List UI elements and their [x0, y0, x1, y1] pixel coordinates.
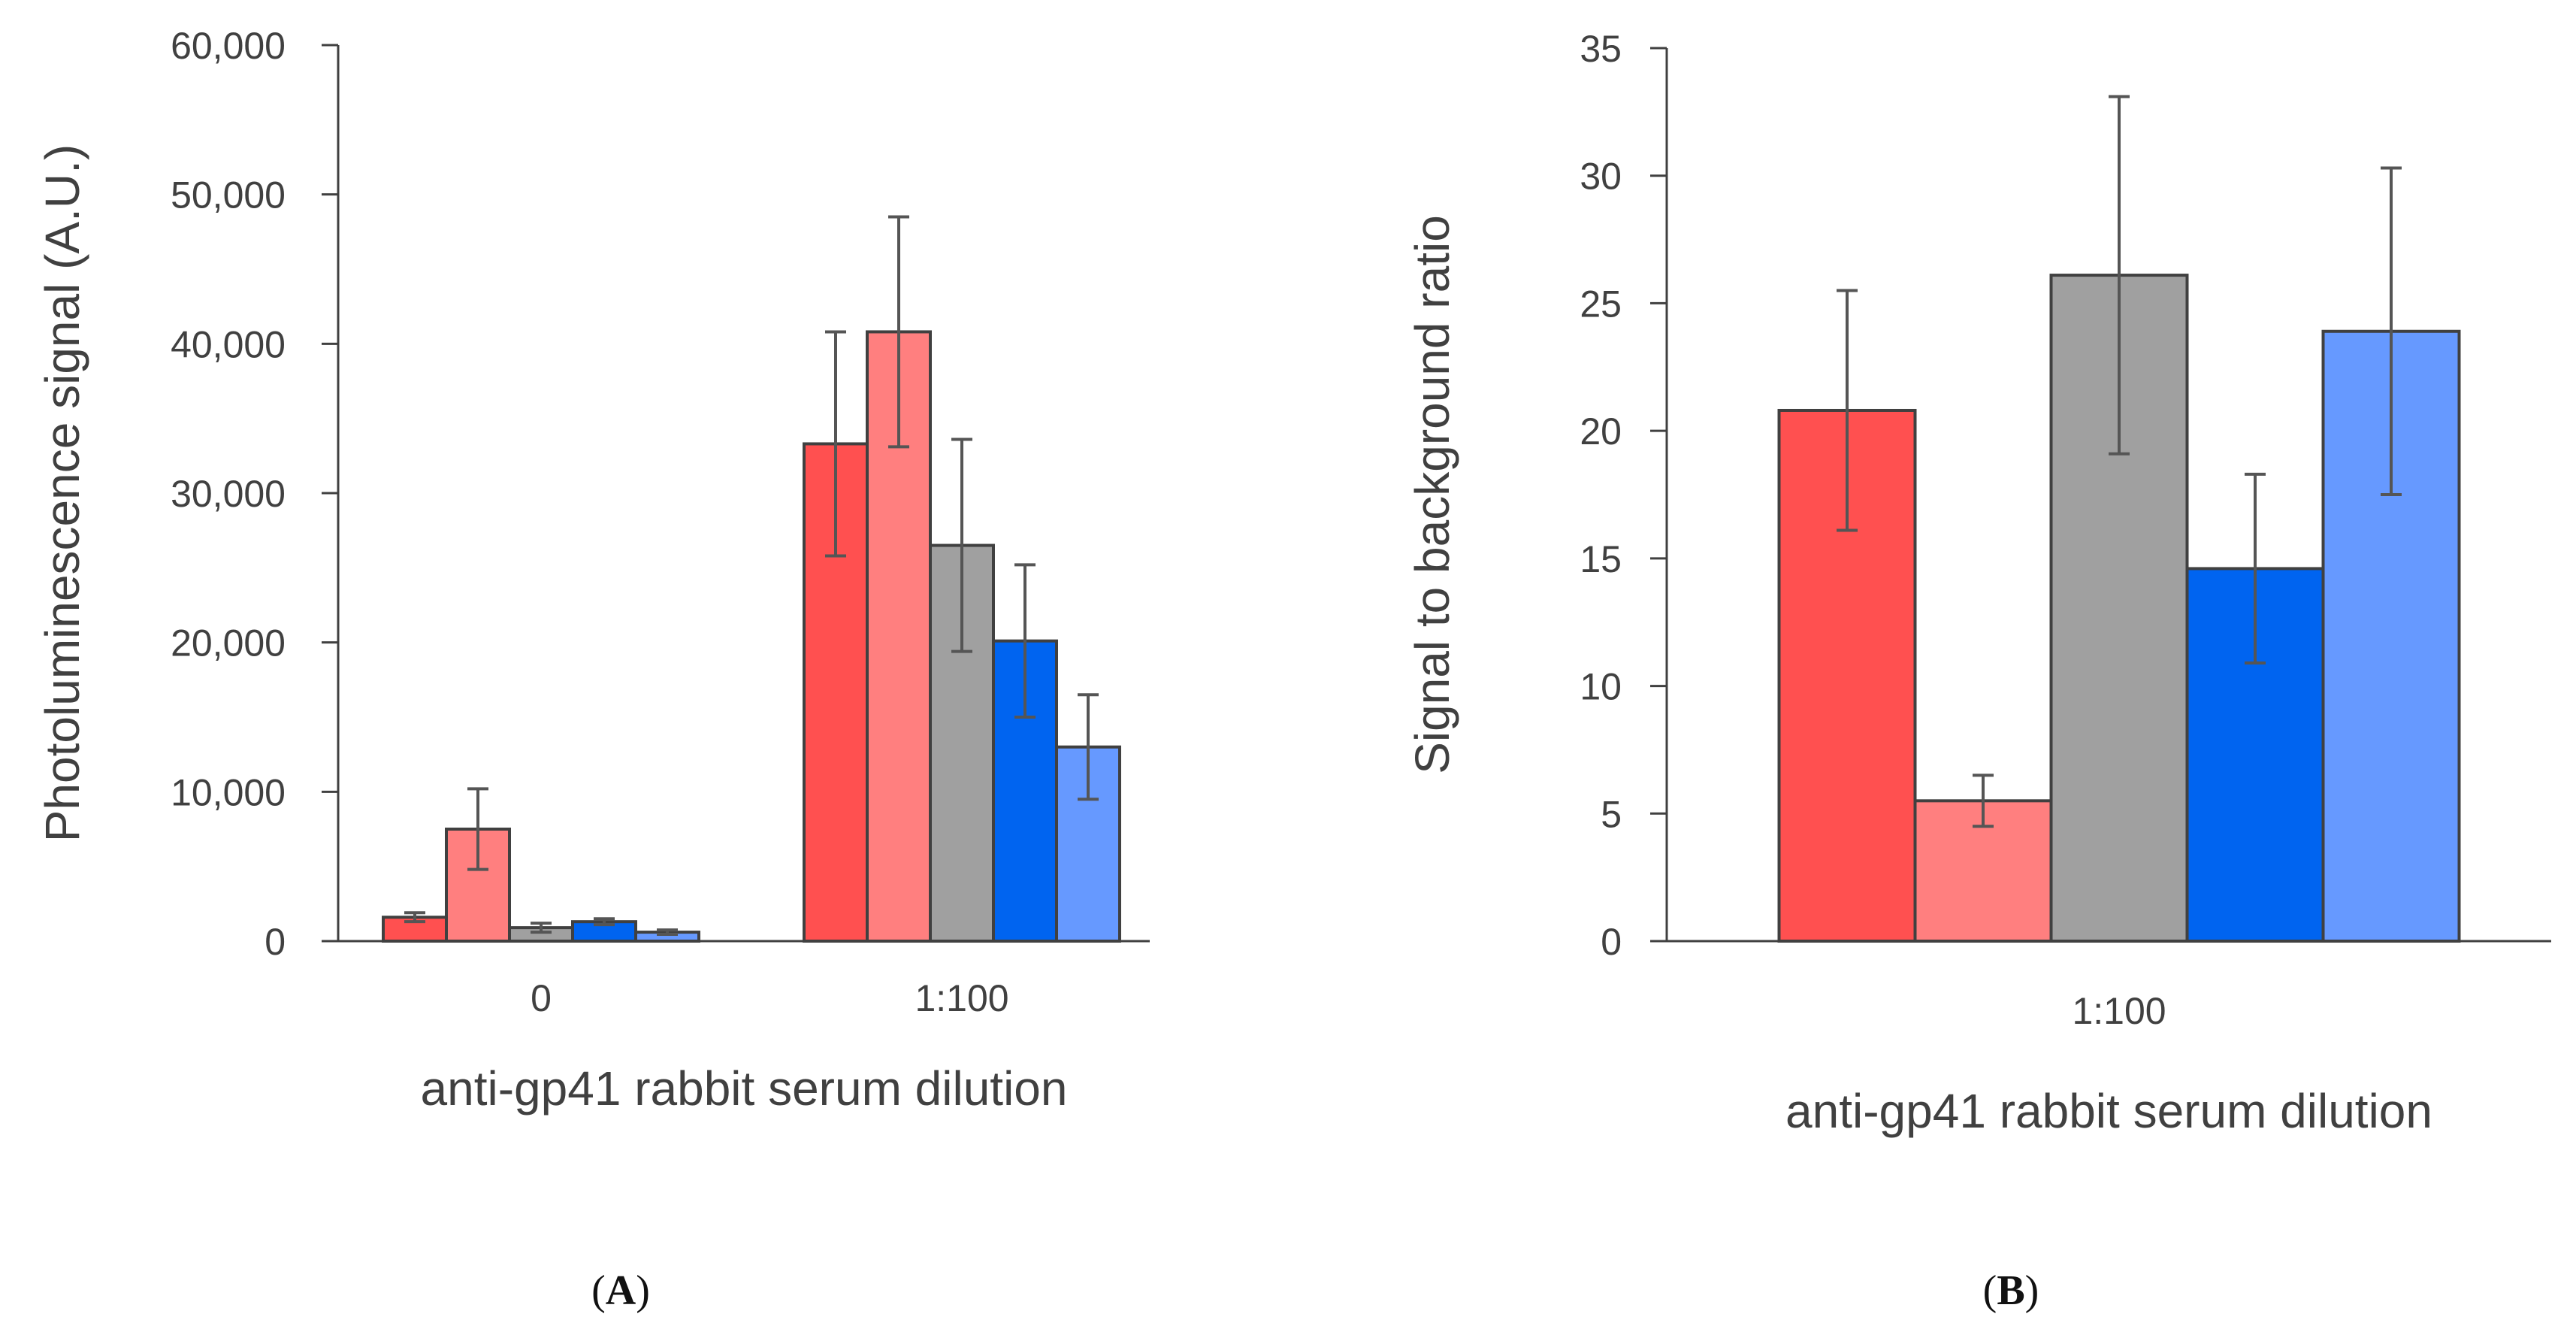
- chart-b-y-tick-label: 35: [1580, 28, 1622, 70]
- chart-a-x-category-label: 1:100: [915, 977, 1008, 1019]
- chart-a-x-category-label: 0: [531, 977, 552, 1019]
- chart-b-panel-label: (B): [1983, 1267, 2039, 1314]
- chart-a-y-axis-title: Photoluminescence signal (A.U.): [35, 144, 89, 842]
- chart-b-x-category-label: 1:100: [2072, 990, 2166, 1032]
- chart-a-y-tick-label: 20,000: [171, 622, 286, 664]
- chart-b-y-tick-label: 0: [1601, 921, 1622, 963]
- chart-a: 0 10,000 20,000 30,000 40,000 50,000 60,000 0 1:…: [35, 25, 1150, 1314]
- chart-b-y-tick-label: 25: [1580, 283, 1622, 325]
- chart-b-y-tick-label: 30: [1580, 156, 1622, 198]
- chart-a-x-axis-title: anti-gp41 rabbit serum dilution: [421, 1061, 1068, 1116]
- chart-a-y-tick-label: 60,000: [171, 25, 286, 67]
- chart-a-y-tick-label: 0: [265, 921, 286, 963]
- chart-a-y-tick-label: 30,000: [171, 473, 286, 515]
- chart-a-y-tick-label: 10,000: [171, 771, 286, 813]
- chart-b-y-tick-label: 20: [1580, 410, 1622, 453]
- chart-a-y-tick-label: 50,000: [171, 174, 286, 216]
- chart-b-y-axis-title: Signal to background ratio: [1405, 215, 1459, 774]
- chart-a-panel-label: (A): [591, 1267, 650, 1314]
- chart-b: 0 5 10 15 20 25 30 35 1:100 anti-gp41 rabbit seru…: [1405, 28, 2551, 1314]
- chart-b-x-axis-title: anti-gp41 rabbit serum dilution: [1785, 1084, 2432, 1138]
- chart-b-y-tick-label: 5: [1601, 793, 1622, 835]
- chart-b-y-tick-label: 15: [1580, 538, 1622, 580]
- chart-b-y-tick-label: 10: [1580, 666, 1622, 708]
- chart-a-y-tick-label: 40,000: [171, 323, 286, 365]
